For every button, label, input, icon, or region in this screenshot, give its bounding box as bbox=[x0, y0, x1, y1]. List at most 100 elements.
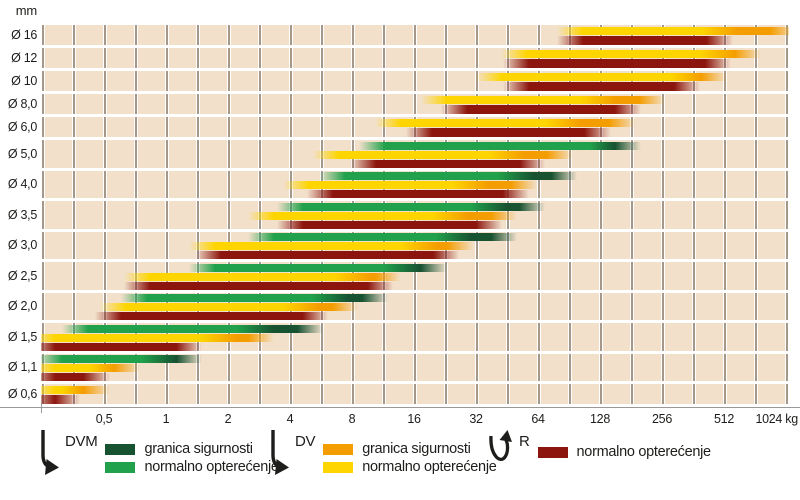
legend-group-label: DVM bbox=[65, 433, 98, 450]
r-load-bar bbox=[277, 220, 502, 229]
legend-entry-label: normalno opterećenje bbox=[144, 459, 279, 475]
diameter-row bbox=[41, 384, 789, 407]
diameter-label: Ø 3,5 bbox=[7, 207, 37, 222]
x-axis-line bbox=[0, 407, 800, 408]
diameter-row bbox=[41, 171, 789, 201]
dvm-load-bar bbox=[189, 263, 447, 272]
dvm-load-bar bbox=[358, 141, 641, 150]
diameter-label: Ø 0,6 bbox=[7, 387, 37, 401]
dvm-load-bar bbox=[319, 172, 578, 180]
r-load-bar bbox=[41, 395, 80, 404]
grid-line bbox=[724, 25, 726, 407]
diameter-label: Ø 2,5 bbox=[7, 268, 37, 283]
legend-group-dvm: DVM granica sigurnosti normalno opterećenj… bbox=[36, 429, 279, 480]
hook-arrow-icon bbox=[487, 429, 513, 474]
dv-load-bar bbox=[501, 49, 762, 58]
dv-load-bar bbox=[313, 150, 574, 159]
x-axis-tick-label: 1 bbox=[162, 412, 170, 426]
diameter-label: Ø 1,1 bbox=[7, 360, 37, 375]
diameter-label: Ø 2,0 bbox=[7, 299, 37, 314]
legend-swatch bbox=[323, 461, 354, 473]
diameter-label: Ø 8,0 bbox=[7, 97, 37, 111]
legend-entry: granica sigurnosti bbox=[105, 442, 278, 456]
x-axis-tick-label: 32 bbox=[469, 412, 483, 426]
grid-line bbox=[228, 25, 230, 407]
grid-line bbox=[786, 25, 788, 407]
r-load-bar bbox=[307, 190, 529, 198]
grid-line bbox=[600, 25, 602, 407]
dv-load-bar bbox=[475, 72, 728, 81]
r-load-bar bbox=[557, 36, 734, 45]
dvm-load-bar bbox=[121, 294, 389, 302]
r-load-bar bbox=[440, 105, 641, 114]
diameter-row bbox=[41, 201, 789, 232]
dv-load-bar bbox=[189, 242, 474, 250]
x-axis-tick-label: 4 bbox=[286, 412, 294, 426]
diameter-row bbox=[41, 94, 789, 117]
legend-group-dv: DV granica sigurnosti normalno opterećenje bbox=[266, 429, 497, 480]
legend-swatch bbox=[537, 446, 568, 458]
grid-line bbox=[538, 25, 540, 407]
dvm-load-bar bbox=[277, 202, 546, 211]
diameter-label: Ø 16 bbox=[11, 28, 37, 42]
diameter-row bbox=[41, 262, 789, 293]
y-axis-stub bbox=[41, 403, 42, 413]
diameter-label: Ø 3,0 bbox=[7, 238, 37, 253]
chart-plot-area bbox=[41, 25, 789, 407]
legend-entry: normalno opterećenje bbox=[537, 444, 712, 460]
r-load-bar bbox=[195, 251, 460, 259]
x-axis-tick-label: 256 bbox=[652, 412, 672, 426]
x-axis-tick-label: 128 bbox=[590, 412, 610, 426]
grid-line bbox=[693, 25, 695, 407]
dvm-load-bar bbox=[61, 324, 323, 333]
legend-group-label: R bbox=[519, 433, 530, 450]
r-load-bar bbox=[349, 159, 546, 168]
dv-load-bar bbox=[248, 211, 518, 220]
diameter-row bbox=[41, 323, 789, 354]
r-load-bar bbox=[41, 342, 203, 351]
grid-line bbox=[631, 25, 633, 407]
dv-load-bar bbox=[41, 333, 275, 342]
diameter-label: Ø 10 bbox=[11, 74, 37, 88]
legend-swatch bbox=[105, 443, 136, 455]
grid-line bbox=[73, 25, 75, 407]
dv-load-bar bbox=[283, 181, 538, 189]
diameter-label: Ø 1,5 bbox=[7, 329, 37, 344]
diameter-row bbox=[41, 140, 789, 171]
diameter-label: Ø 12 bbox=[11, 51, 37, 65]
dv-load-bar bbox=[41, 385, 110, 394]
grid-line bbox=[42, 25, 44, 407]
diameter-row bbox=[41, 354, 789, 384]
dv-load-bar bbox=[99, 303, 359, 311]
r-load-bar bbox=[123, 281, 394, 290]
grid-line bbox=[104, 25, 106, 407]
dvm-load-bar bbox=[248, 233, 518, 241]
legend-group-label: DV bbox=[295, 433, 316, 450]
x-axis-tick-label: 0,5 bbox=[95, 412, 113, 426]
legend-entry-label: normalno opterećenje bbox=[576, 444, 712, 460]
legend-entry: normalno opterećenje bbox=[105, 459, 279, 475]
dv-load-bar bbox=[557, 26, 789, 35]
grid-line bbox=[755, 25, 757, 407]
diameter-row bbox=[41, 117, 789, 140]
drop-arrow-icon bbox=[266, 429, 289, 480]
x-axis-tick-label: 8 bbox=[348, 412, 356, 426]
y-axis-unit-label: mm bbox=[15, 3, 37, 18]
r-load-bar bbox=[502, 82, 701, 91]
diameter-label: Ø 6,0 bbox=[7, 120, 37, 134]
legend-entry: normalno opterećenje bbox=[323, 460, 497, 474]
grid-line bbox=[197, 25, 199, 407]
grid-line bbox=[662, 25, 664, 407]
r-load-bar bbox=[502, 59, 732, 68]
x-axis-tick-label: 512 bbox=[714, 412, 734, 426]
x-axis-tick-label: 64 bbox=[531, 412, 545, 426]
drop-arrow-icon bbox=[36, 429, 59, 480]
diameter-row bbox=[41, 71, 789, 94]
legend-entry: granica sigurnosti bbox=[323, 442, 496, 456]
r-load-bar bbox=[406, 128, 611, 137]
dvm-load-bar bbox=[41, 355, 203, 363]
x-axis-tick-label: 1024 kg bbox=[755, 412, 798, 426]
dv-load-bar bbox=[375, 118, 636, 127]
